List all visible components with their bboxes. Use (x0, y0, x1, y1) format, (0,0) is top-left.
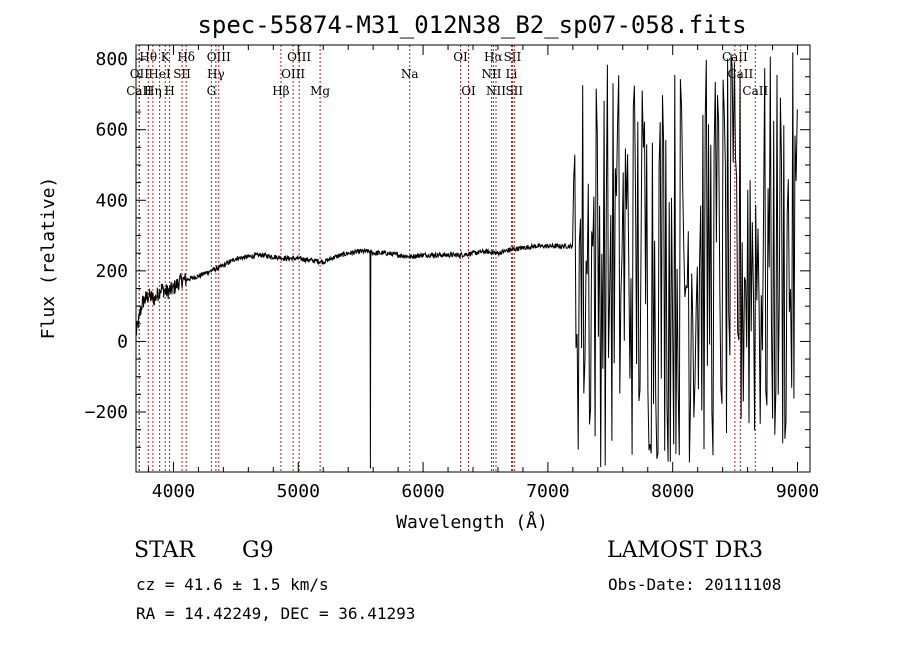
redshift-velocity: cz = 41.6 ± 1.5 km/s (136, 575, 329, 594)
observation-date: Obs-Date: 20111108 (608, 575, 782, 594)
spectral-line-label: CaII (126, 84, 152, 98)
spectral-line-label: OIII (207, 50, 231, 64)
y-tick-label: 400 (95, 190, 128, 211)
spectral-line-label: SII (504, 50, 522, 64)
object-class: STAR (134, 538, 195, 563)
spectral-line-label: HeI (148, 67, 171, 81)
spectral-line-label: Hη (144, 84, 162, 98)
spectral-line-label: Hβ (272, 84, 289, 98)
coordinates: RA = 14.42249, DEC = 36.41293 (136, 604, 416, 623)
spectral-line-label: OIII (281, 67, 305, 81)
spectral-line-label: SII (505, 84, 523, 98)
chart-title: spec-55874-M31_012N38_B2_sp07-058.fits (197, 11, 746, 39)
y-axis: −200 0 200 400 600 800 (85, 49, 810, 448)
spectral-line-label: Hα (484, 50, 503, 64)
y-tick-label: 800 (95, 49, 128, 70)
spectral-line-label: Na (401, 67, 419, 81)
survey-name: LAMOST DR3 (607, 538, 763, 563)
spectral-line-label: Li (506, 67, 518, 81)
x-tick-label: 4000 (152, 481, 195, 502)
y-tick-label: 600 (95, 120, 128, 141)
y-tick-label: −200 (85, 402, 128, 423)
y-tick-label: 200 (95, 261, 128, 282)
spectral-line-label: OI (453, 50, 468, 64)
y-axis-title: Flux (relative) (38, 177, 59, 340)
spectrum-line (135, 52, 798, 469)
x-tick-label: 6000 (401, 481, 444, 502)
y-tick-label: 0 (117, 331, 128, 352)
spectral-line-label: Hθ (139, 50, 157, 64)
x-axis-title: Wavelength (Å) (396, 511, 548, 533)
spectral-line-label: CaII (722, 50, 748, 64)
spectral-line-label: OI (461, 84, 476, 98)
spectral-line-label: H (164, 84, 174, 98)
spectral-line-label: CaII (742, 84, 768, 98)
x-axis: 4000 5000 6000 7000 8000 9000 (147, 45, 819, 502)
object-subclass: G9 (242, 538, 274, 563)
spectral-line-label: Mg (310, 84, 330, 98)
spectral-line-label: K (161, 50, 171, 64)
spectral-line-label: NII (486, 84, 506, 98)
x-tick-label: 7000 (526, 481, 569, 502)
x-tick-label: 8000 (651, 481, 694, 502)
spectral-line-label: G (207, 84, 217, 98)
x-tick-label: 5000 (277, 481, 320, 502)
spectral-line-label: SII (173, 67, 191, 81)
x-tick-label: 9000 (776, 481, 819, 502)
spectral-line-label: NII (481, 67, 501, 81)
spectral-line-label: OIII (287, 50, 311, 64)
spectral-line-label: Hδ (177, 50, 195, 64)
spectral-line-label: Hγ (207, 67, 225, 81)
